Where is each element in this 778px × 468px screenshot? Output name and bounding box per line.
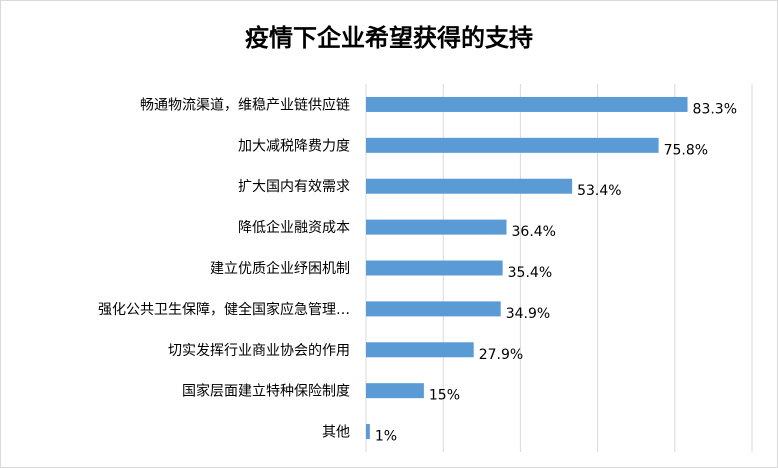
category-label: 切实发挥行业商业协会的作用 bbox=[168, 343, 350, 359]
value-label: 15% bbox=[429, 388, 460, 404]
chart-title: 疫情下企业希望获得的支持 bbox=[245, 24, 533, 52]
bar bbox=[366, 137, 659, 153]
category-label: 畅通物流渠道，维稳产业链供应链 bbox=[140, 96, 350, 113]
bar bbox=[366, 301, 501, 317]
value-label: 53.4% bbox=[577, 183, 621, 199]
value-label: 1% bbox=[375, 429, 397, 445]
value-label: 36.4% bbox=[512, 224, 556, 240]
category-label: 强化公共卫生保障，健全国家应急管理… bbox=[98, 301, 350, 318]
value-label: 35.4% bbox=[508, 265, 552, 281]
category-label: 加大减税降费力度 bbox=[238, 138, 350, 154]
value-label: 34.9% bbox=[506, 306, 550, 322]
bar bbox=[366, 178, 573, 194]
value-label: 27.9% bbox=[479, 347, 523, 363]
bar bbox=[366, 383, 424, 399]
bar bbox=[366, 424, 370, 440]
bar bbox=[366, 260, 503, 276]
bars bbox=[366, 96, 688, 440]
category-labels: 畅通物流渠道，维稳产业链供应链加大减税降费力度扩大国内有效需求降低企业融资成本建… bbox=[98, 96, 350, 440]
value-labels: 83.3% 75.8% 53.4% 36.4% 35.4% 34.9% 27.9% 15% 1% bbox=[375, 101, 737, 444]
value-label: 83.3% bbox=[693, 101, 737, 117]
category-label: 国家层面建立特种保险制度 bbox=[182, 383, 350, 400]
bar bbox=[366, 342, 474, 358]
category-label: 其他 bbox=[322, 425, 350, 441]
bar bbox=[366, 96, 688, 112]
category-label: 降低企业融资成本 bbox=[238, 219, 350, 236]
category-label: 建立优质企业纾困机制 bbox=[210, 260, 350, 277]
bar bbox=[366, 219, 507, 235]
value-label: 75.8% bbox=[664, 142, 708, 158]
category-label: 扩大国内有效需求 bbox=[238, 179, 350, 195]
